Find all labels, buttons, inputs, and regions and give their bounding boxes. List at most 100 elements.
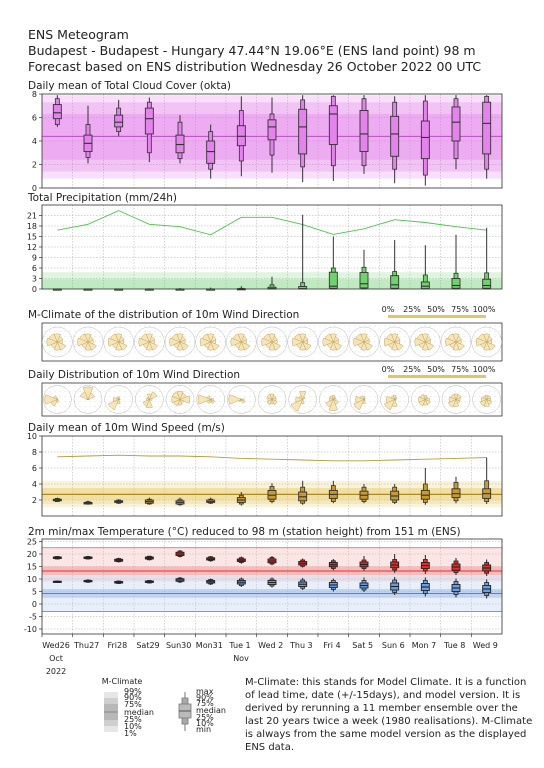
- wind-direction-dot: [409, 411, 411, 413]
- wind-climate-dot: [84, 351, 86, 353]
- wind-direction-dot: [199, 385, 201, 387]
- wind-direction-dot: [224, 385, 226, 387]
- wind-direction-dot: [484, 411, 486, 413]
- temp-max-box: [206, 556, 216, 562]
- wind-ytick-label: 6: [32, 464, 37, 473]
- cloud-box-iqr: [52, 104, 62, 120]
- wind-climate-dot: [444, 335, 446, 337]
- wind-direction-dot: [434, 390, 436, 392]
- wind-climate-dot: [469, 341, 471, 343]
- wind-direction-dot: [109, 411, 111, 413]
- wind-direction-dot: [59, 406, 61, 408]
- wind-direction-dot: [424, 406, 426, 408]
- wind-climate-rose-sector: [414, 337, 426, 347]
- wind-climate-dot: [349, 330, 351, 332]
- wind-direction-dot: [159, 401, 161, 403]
- wind-climate-dot: [299, 325, 301, 327]
- wind-direction-dot: [379, 406, 381, 408]
- wind-direction-rose-ring: [380, 385, 409, 414]
- wind-direction-dot: [369, 401, 371, 403]
- wind-climate-dot: [249, 346, 251, 348]
- wind-climate-dot: [224, 330, 226, 332]
- wind-climate-dot: [139, 346, 141, 348]
- wind-direction-dot: [494, 385, 496, 387]
- wind-direction-dot: [64, 401, 66, 403]
- wind-direction-rose-ring: [349, 385, 379, 414]
- wind-direction-dot: [169, 390, 171, 392]
- wind-climate-rose-sector: [261, 337, 273, 347]
- wind-direction-dot: [494, 401, 496, 403]
- wind-direction-dot: [314, 411, 316, 413]
- wind-direction-dot: [94, 401, 96, 403]
- wind-direction-dot: [249, 401, 251, 403]
- wind-direction-dot: [309, 395, 311, 397]
- wind-direction-dot: [439, 395, 441, 397]
- wind-climate-rose: [440, 326, 472, 358]
- wind-direction-dot: [99, 385, 101, 387]
- wind-climate-rose: [348, 326, 380, 358]
- wind-climate-rose-ring: [134, 326, 165, 358]
- wind-climate-dot: [169, 351, 171, 353]
- wind-direction-pct-label: 75%: [451, 365, 469, 374]
- cloud-box-iqr: [359, 109, 369, 153]
- wind-direction-dot: [104, 411, 106, 413]
- wind-climate-dot: [169, 325, 171, 327]
- temperature-panel-title: 2m min/max Temperature (°C) reduced to 9…: [28, 526, 461, 538]
- wind-climate-rose-sector: [84, 341, 92, 351]
- wind-direction-dot: [109, 401, 111, 403]
- wind-climate-dot: [94, 351, 96, 353]
- wind-direction-dot: [139, 385, 141, 387]
- wind-climate-dot: [254, 346, 256, 348]
- wind-direction-dot: [244, 406, 246, 408]
- wind-climate-dot: [44, 330, 46, 332]
- wind-direction-rose-ring: [196, 385, 225, 414]
- wind-direction-dot: [479, 390, 481, 392]
- wind-climate-dot: [264, 330, 266, 332]
- wind-ytick-label: 8: [32, 448, 37, 457]
- wind-direction-rose-sector: [146, 396, 150, 400]
- wind-direction-rose-ring: [227, 385, 256, 414]
- wind-direction-dot: [44, 411, 46, 413]
- wind-direction-rose-sector: [480, 397, 488, 402]
- temp-ytick-label: -5: [29, 613, 37, 622]
- wind-climate-dot: [54, 325, 56, 327]
- wind-climate-dot: [159, 335, 161, 337]
- wind-direction-dot: [144, 395, 146, 397]
- wind-climate-dot: [239, 330, 241, 332]
- wind-direction-rose-sector: [87, 392, 95, 400]
- wind-climate-dot: [104, 341, 106, 343]
- wind-direction-rose-ring: [135, 385, 164, 414]
- wind-direction-dot: [224, 411, 226, 413]
- wind-direction-dot: [344, 395, 346, 397]
- wind-direction-dot: [384, 390, 386, 392]
- wind-box: [206, 497, 216, 504]
- wind-climate-dot: [44, 346, 46, 348]
- wind-climate-dot: [399, 330, 401, 332]
- wind-direction-dot: [99, 411, 101, 413]
- wind-direction-dot: [379, 395, 381, 397]
- precip-box-iqr: [390, 275, 400, 289]
- wind-direction-rose: [380, 385, 409, 414]
- wind-climate-dot: [199, 346, 201, 348]
- wind-climate-dot: [439, 330, 441, 332]
- wind-direction-dot: [314, 395, 316, 397]
- wind-climate-dot: [99, 346, 101, 348]
- wind-climate-dot: [484, 325, 486, 327]
- wind-climate-rose-sector: [56, 336, 64, 343]
- wind-climate-rose-ring: [226, 326, 257, 358]
- wind-climate-dot: [499, 351, 501, 353]
- wind-climate-rose: [410, 326, 441, 358]
- wind-climate-dot: [359, 351, 361, 353]
- precip-box-iqr: [420, 281, 430, 290]
- wind-climate-dot: [234, 346, 236, 348]
- temp-min-box: [359, 577, 369, 592]
- wind-climate-dot: [124, 351, 126, 353]
- wind-direction-dot: [109, 385, 111, 387]
- wind-climate-dot: [199, 325, 201, 327]
- wind-climate-dot: [229, 335, 231, 337]
- wind-direction-dot: [69, 406, 71, 408]
- wind-climate-dot: [394, 351, 396, 353]
- wind-direction-dot: [324, 406, 326, 408]
- wind-climate-dot: [344, 330, 346, 332]
- wind-climate-rose-sector: [447, 333, 457, 343]
